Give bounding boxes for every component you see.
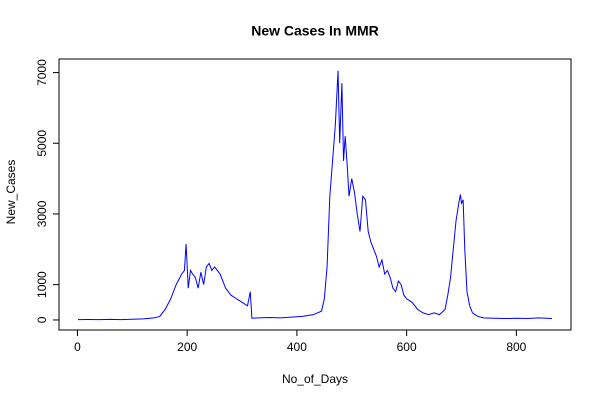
y-axis-label: New_Cases bbox=[4, 160, 18, 225]
x-tick-label: 0 bbox=[74, 340, 81, 354]
plot-box bbox=[58, 58, 572, 331]
y-tick-label: 5000 bbox=[35, 130, 49, 157]
x-axis-label: No_of_Days bbox=[282, 372, 348, 386]
data-line bbox=[77, 70, 553, 321]
y-tick-label: 3000 bbox=[35, 200, 49, 227]
x-tick-label: 800 bbox=[506, 340, 526, 354]
x-tick-label: 400 bbox=[287, 340, 307, 354]
y-tick-label: 1000 bbox=[35, 271, 49, 298]
x-tick-label: 200 bbox=[177, 340, 197, 354]
y-tick-label: 7000 bbox=[35, 59, 49, 86]
x-tick-label: 600 bbox=[397, 340, 417, 354]
chart-title: New Cases In MMR bbox=[251, 23, 379, 39]
y-tick-label: 0 bbox=[35, 316, 49, 323]
